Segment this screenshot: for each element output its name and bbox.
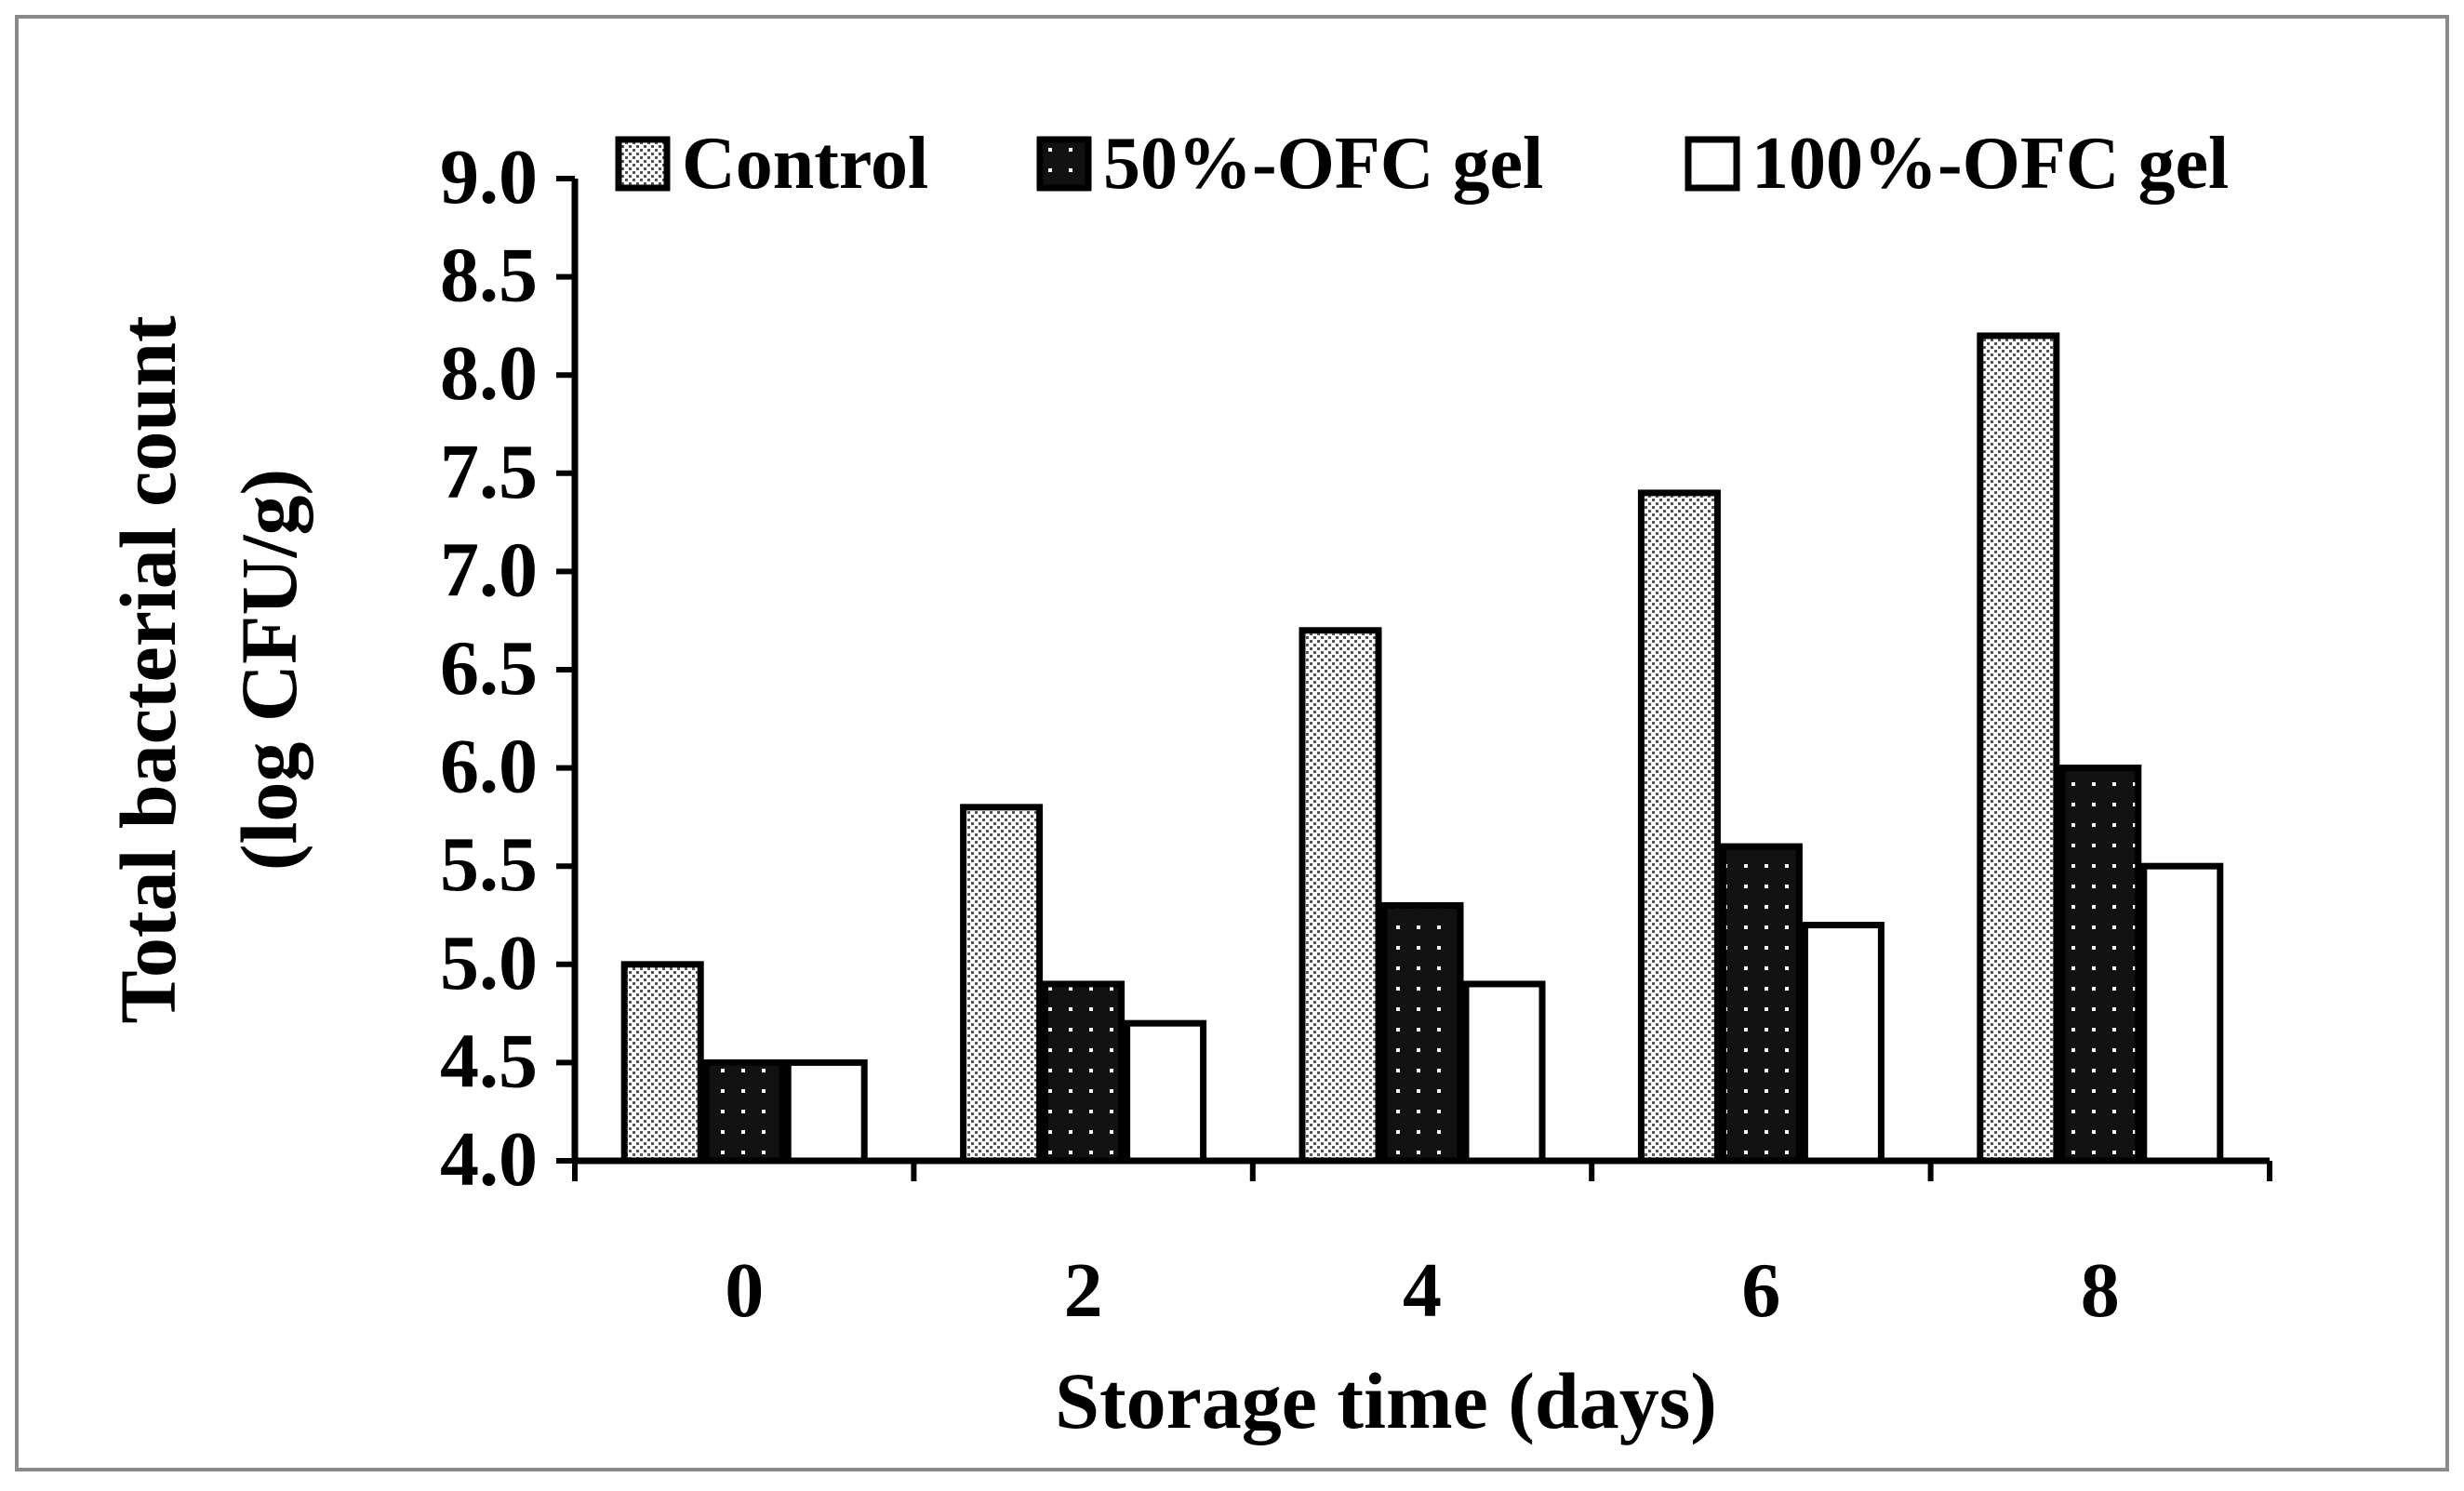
bar-control-day-0	[620, 961, 704, 1165]
bar-50-ofc-gel-day-4	[1380, 901, 1464, 1165]
legend-swatch-100-ofc-gel	[1685, 136, 1740, 192]
legend-label-control: Control	[682, 123, 928, 205]
y-tick-label: 7.0	[440, 526, 538, 613]
bar-50-ofc-gel-day-2	[1042, 980, 1125, 1165]
bar-100-ofc-gel-day-6	[1801, 922, 1885, 1165]
x-tick-label: 4	[1403, 1247, 1442, 1334]
y-tick-label: 6.0	[440, 724, 538, 810]
bar-100-ofc-gel-day-2	[1124, 1019, 1207, 1165]
bar-50-ofc-gel-day-8	[2058, 765, 2142, 1165]
x-axis-label: Storage time (days)	[1055, 1356, 1717, 1445]
bar-control-day-2	[960, 804, 1044, 1165]
y-axis-ticks: 4.0 4.5 5.0 5.5 6.0 6.5 7.0 7.5 8.0 8.5 9.0	[440, 134, 575, 1203]
legend-label-50-ofc-gel: 50%-OFC gel	[1103, 123, 1543, 205]
y-tick-label: 8.0	[440, 330, 538, 417]
bar-50-ofc-gel-day-0	[702, 1058, 786, 1165]
y-tick-label: 7.5	[440, 429, 538, 515]
y-tick-label: 5.5	[440, 821, 538, 908]
legend-swatch-50-ofc-gel	[1036, 136, 1092, 192]
bar-100-ofc-gel-day-0	[784, 1058, 868, 1165]
x-tick-label: 0	[725, 1247, 764, 1334]
x-axis-ticks: 0 2 4 6 8	[572, 1161, 2272, 1334]
x-tick-label: 8	[2081, 1247, 2120, 1334]
x-tick-label: 2	[1064, 1247, 1103, 1334]
bar-100-ofc-gel-day-8	[2140, 862, 2224, 1165]
legend-label-100-ofc-gel: 100%-OFC gel	[1751, 123, 2229, 205]
y-tick-label: 6.5	[440, 625, 538, 712]
plot-area	[620, 332, 2224, 1165]
x-tick-label: 6	[1741, 1247, 1780, 1334]
legend: Control 50%-OFC gel 100%-OFC gel	[615, 123, 2229, 205]
bar-control-day-6	[1637, 489, 1721, 1165]
y-tick-label: 4.5	[440, 1018, 538, 1104]
y-axis-label-line2: (log CFU/g)	[224, 469, 313, 871]
y-tick-label: 5.0	[440, 920, 538, 1006]
bar-control-day-8	[1977, 332, 2060, 1165]
bar-control-day-4	[1299, 627, 1382, 1165]
bar-100-ofc-gel-day-4	[1462, 980, 1546, 1165]
y-tick-label: 8.5	[440, 233, 538, 319]
bar-50-ofc-gel-day-6	[1719, 843, 1803, 1165]
y-axis-label-line1: Total bacterial count	[103, 315, 193, 1024]
legend-swatch-control	[615, 136, 671, 192]
y-tick-label: 4.0	[440, 1116, 538, 1203]
y-tick-label: 9.0	[440, 134, 538, 220]
